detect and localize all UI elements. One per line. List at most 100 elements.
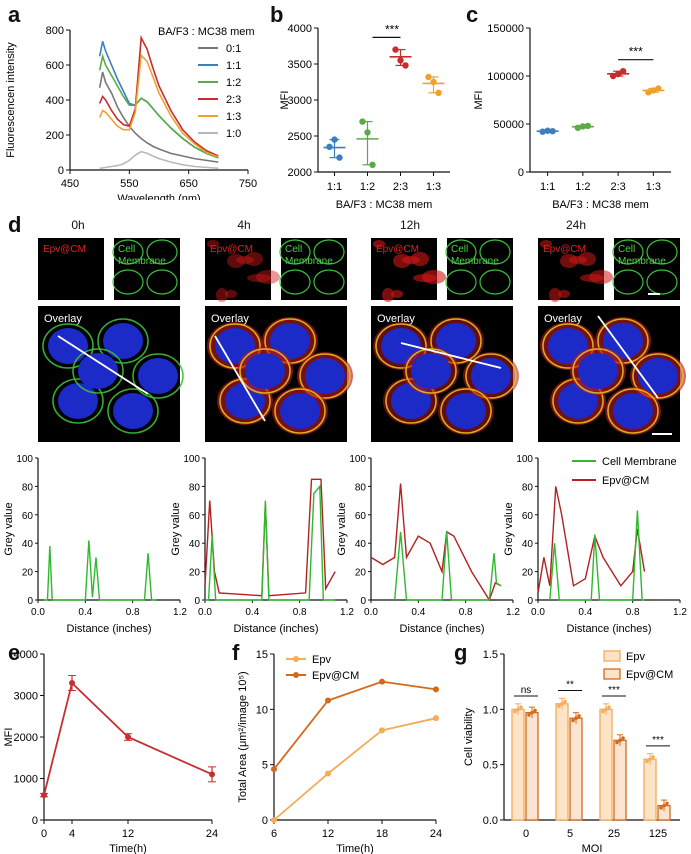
panel-letter-d: d	[8, 212, 22, 237]
legend-swatch	[603, 650, 621, 662]
nucleus	[305, 358, 345, 394]
y-tick-label: 0	[27, 596, 33, 607]
epv-signal	[256, 270, 280, 284]
legend-label: 1:2	[226, 77, 241, 89]
bar	[613, 739, 627, 821]
data-point	[662, 803, 666, 808]
x-tick-label: 5	[567, 828, 573, 840]
nucleus	[138, 358, 178, 394]
legend-swatch	[603, 668, 621, 680]
epv-signal	[247, 274, 271, 282]
y-tick-label: 0.0	[483, 815, 498, 827]
nucleus	[603, 323, 643, 359]
cm-signal	[112, 239, 144, 265]
x-tick-label: 0.4	[78, 607, 92, 618]
epv-profile-line	[204, 478, 336, 597]
data-point	[425, 73, 432, 81]
y-tick-label: 400	[46, 95, 64, 107]
x-tick-label: 0.4	[411, 607, 425, 618]
membrane-ring	[299, 353, 351, 399]
y-tick-label: 0	[360, 596, 366, 607]
y-axis-label: MFI	[473, 91, 485, 110]
legend-label: Epv@CM	[312, 670, 359, 682]
x-tick-label: 0.8	[626, 607, 640, 618]
x-axis-label: BA/F3 : MC38 mem	[336, 199, 433, 211]
data-point	[527, 713, 531, 717]
cm-signal	[279, 269, 311, 295]
data-point	[336, 154, 343, 161]
x-axis-label: Distance (inches)	[67, 623, 152, 635]
membrane-ring	[52, 378, 104, 424]
x-tick-label: 24	[430, 828, 442, 840]
epv-channel-tile	[538, 238, 604, 300]
time-12h: 12h	[399, 218, 421, 232]
nucleus	[78, 353, 118, 389]
cm-channel-tile	[281, 238, 347, 300]
legend-marker	[293, 672, 299, 678]
membrane-ring	[274, 388, 326, 434]
y-tick-label: 1.0	[483, 704, 498, 716]
x-axis-label: Distance (inches)	[400, 623, 485, 635]
nucleus	[436, 323, 476, 359]
y-tick-label: 80	[22, 482, 34, 493]
y-tick-label: 0	[262, 815, 268, 827]
time-4h: 4h	[237, 218, 251, 232]
y-tick-label: 0	[518, 167, 524, 179]
epv-signal	[411, 252, 429, 266]
profile-line	[214, 335, 266, 422]
data-point	[614, 70, 622, 78]
y-tick-label: 20	[522, 568, 534, 579]
y-tick-label: 40	[189, 539, 201, 550]
cm-signal	[112, 269, 144, 295]
y-tick-label: 100	[183, 454, 200, 465]
x-tick-label: 125	[649, 828, 667, 840]
x-tick-label: 1.2	[173, 607, 187, 618]
data-point	[271, 766, 277, 773]
legend-label: 1:3	[226, 111, 241, 123]
cm-channel-tile	[447, 238, 513, 300]
epv-signal	[578, 252, 596, 266]
nucleus	[471, 358, 511, 394]
epv-signal	[589, 270, 613, 284]
series-line	[43, 681, 213, 796]
data-point	[397, 57, 404, 64]
data-point	[69, 680, 75, 687]
cm-profile-line	[549, 510, 645, 601]
data-point	[379, 727, 385, 734]
overlay-label: Overlay	[544, 313, 582, 325]
legend-label: Epv@CM	[602, 475, 649, 487]
significance-label: ***	[385, 22, 399, 36]
data-point	[655, 85, 662, 92]
epv-signal	[549, 288, 561, 302]
time-0h: 0h	[71, 218, 85, 232]
y-tick-label: 1.5	[483, 649, 498, 661]
nucleus	[280, 393, 320, 429]
chart-g-viability: 0.0 0.5 1.0 1.5 0 ns 5 ** 25 *** 125 *** MOI Cell via…	[463, 649, 680, 854]
nucleus	[638, 358, 678, 394]
y-tick-label: 0	[527, 596, 533, 607]
data-point	[435, 89, 442, 97]
membrane-ring	[465, 353, 517, 399]
data-point	[601, 709, 605, 714]
data-point	[369, 161, 376, 168]
epv-signal	[236, 256, 254, 264]
x-tick-label: 0	[523, 828, 529, 840]
significance-label: **	[566, 680, 574, 691]
cm-signal	[445, 239, 477, 265]
x-tick-label: 1:1	[327, 181, 342, 193]
x-tick-label: 650	[179, 178, 197, 190]
panel-letter-c: c	[466, 2, 479, 27]
cm-signal	[146, 269, 178, 295]
nucleus	[245, 353, 285, 389]
data-point	[513, 709, 517, 714]
data-point	[665, 801, 669, 806]
epv-signal	[225, 290, 237, 298]
epv-channel-tile	[38, 238, 104, 300]
data-point	[433, 715, 439, 722]
nucleus	[58, 383, 98, 419]
x-tick-label: 1:2	[575, 181, 590, 193]
data-point	[607, 705, 611, 709]
y-tick-label: 15	[256, 649, 268, 661]
series-line-2-3	[98, 35, 219, 157]
x-tick-label: 0.8	[293, 607, 307, 618]
